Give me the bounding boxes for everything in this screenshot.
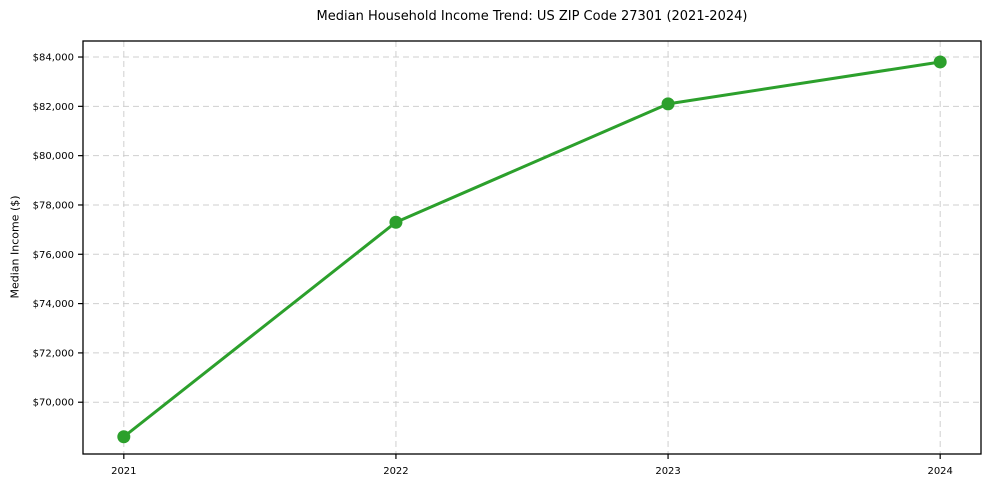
y-tick-label: $70,000	[33, 398, 74, 409]
y-tick-label: $80,000	[33, 151, 74, 162]
y-tick-label: $78,000	[33, 200, 74, 211]
y-tick-label: $76,000	[33, 250, 74, 261]
trend-line	[122, 60, 942, 439]
y-tick-label: $82,000	[33, 102, 74, 113]
x-tick-label: 2022	[383, 466, 408, 477]
y-tick-label: $72,000	[33, 348, 74, 359]
y-tick-label: $74,000	[33, 299, 74, 310]
x-tick-label: 2021	[111, 466, 136, 477]
x-tick-label: 2024	[927, 466, 952, 477]
data-point-marker	[661, 97, 675, 111]
plot-border	[82, 40, 982, 455]
x-tick-label: 2023	[655, 466, 680, 477]
y-tick-label: $84,000	[33, 53, 74, 64]
data-point-marker	[117, 430, 131, 444]
chart-title: Median Household Income Trend: US ZIP Co…	[316, 9, 748, 24]
data-point-marker	[933, 55, 947, 69]
data-point-marker	[389, 215, 403, 229]
